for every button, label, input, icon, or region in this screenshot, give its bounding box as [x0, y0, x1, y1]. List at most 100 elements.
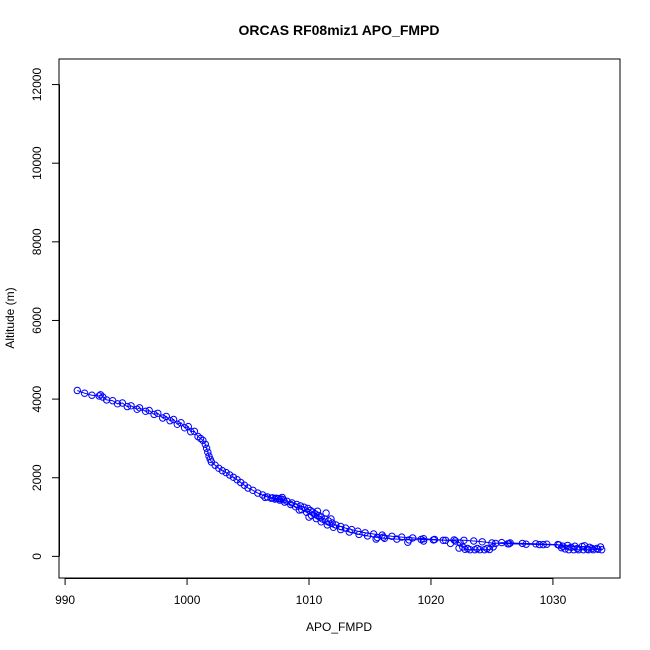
data-point [488, 539, 496, 547]
data-point [439, 536, 447, 544]
data-point [259, 491, 267, 499]
series-layer [73, 386, 606, 554]
data-point [470, 537, 478, 545]
data-point [504, 540, 512, 548]
data-point [177, 419, 185, 427]
data-point [483, 544, 491, 553]
data-point [202, 444, 211, 452]
x-axis: 990 1000 1010 1020 1030 [55, 578, 567, 607]
data-point [141, 407, 150, 415]
data-point [372, 535, 380, 543]
y-axis-label: Altitude (m) [3, 287, 17, 348]
data-point [80, 389, 89, 397]
data-point [123, 402, 132, 411]
data-point [429, 536, 438, 544]
data-point [204, 448, 212, 456]
data-point [150, 410, 158, 419]
data-point [162, 412, 171, 421]
data-point [518, 539, 527, 548]
data-point [324, 517, 333, 525]
data-point [145, 406, 153, 415]
data-point [278, 493, 286, 502]
data-point [261, 493, 269, 502]
x-tick-label: 1030 [540, 593, 567, 607]
data-point [588, 544, 596, 553]
data-point [571, 542, 579, 550]
series-2 [261, 493, 605, 553]
data-point [127, 402, 135, 410]
data-point [563, 541, 572, 550]
data-point [329, 523, 338, 531]
x-axis-label: APO_FMPD [306, 620, 372, 634]
data-point [337, 525, 345, 534]
data-point [337, 522, 345, 531]
data-point [305, 513, 313, 521]
data-point [522, 540, 530, 548]
data-point [169, 415, 178, 424]
y-tick-label: 2000 [30, 464, 44, 491]
data-point [460, 536, 468, 544]
x-tick-label: 990 [55, 593, 75, 607]
data-point [173, 420, 182, 428]
data-point [355, 530, 363, 539]
data-point [88, 391, 96, 399]
data-point [166, 417, 174, 425]
data-point [287, 500, 295, 509]
data-point [583, 545, 591, 553]
data-point [327, 515, 335, 523]
x-tick-label: 1020 [418, 593, 445, 607]
data-point [409, 534, 417, 542]
data-point [565, 546, 573, 554]
data-point [187, 428, 195, 436]
data-point [455, 544, 463, 552]
data-point [288, 499, 296, 507]
data-point [159, 414, 167, 422]
data-point [154, 409, 162, 417]
y-tick-label: 12000 [30, 68, 44, 102]
data-point [190, 427, 199, 435]
data-point [271, 495, 279, 503]
y-tick-label: 10000 [30, 146, 44, 180]
data-point [446, 539, 455, 548]
data-point [573, 544, 581, 553]
data-point [323, 521, 331, 529]
data-point [226, 471, 234, 479]
data-point [354, 527, 362, 535]
data-point [322, 509, 330, 517]
data-point [363, 532, 372, 540]
data-point [180, 424, 189, 432]
data-point [380, 534, 389, 542]
data-point [539, 540, 547, 549]
data-point [254, 489, 262, 497]
data-point [274, 494, 283, 503]
data-point [201, 440, 210, 448]
data-point [313, 507, 322, 515]
data-point [345, 528, 353, 536]
chart-title: ORCAS RF08miz1 APO_FMPD [239, 22, 440, 38]
data-point [96, 391, 105, 399]
data-point [332, 521, 340, 529]
series-1 [73, 386, 606, 554]
data-point [473, 544, 481, 553]
data-point [218, 467, 227, 475]
data-point [296, 502, 305, 510]
data-point [199, 436, 207, 445]
data-point [532, 540, 540, 548]
data-point [535, 540, 544, 549]
data-point [95, 392, 103, 400]
data-point [593, 544, 601, 553]
data-point [118, 399, 127, 407]
data-point [404, 538, 412, 546]
data-point [419, 537, 428, 545]
data-point [398, 533, 406, 541]
data-point [478, 538, 486, 546]
data-point [379, 533, 388, 541]
data-point [113, 400, 122, 408]
data-point [596, 543, 605, 551]
data-point [543, 540, 551, 548]
data-point [463, 544, 472, 553]
data-point [229, 473, 238, 481]
data-point [557, 544, 566, 552]
